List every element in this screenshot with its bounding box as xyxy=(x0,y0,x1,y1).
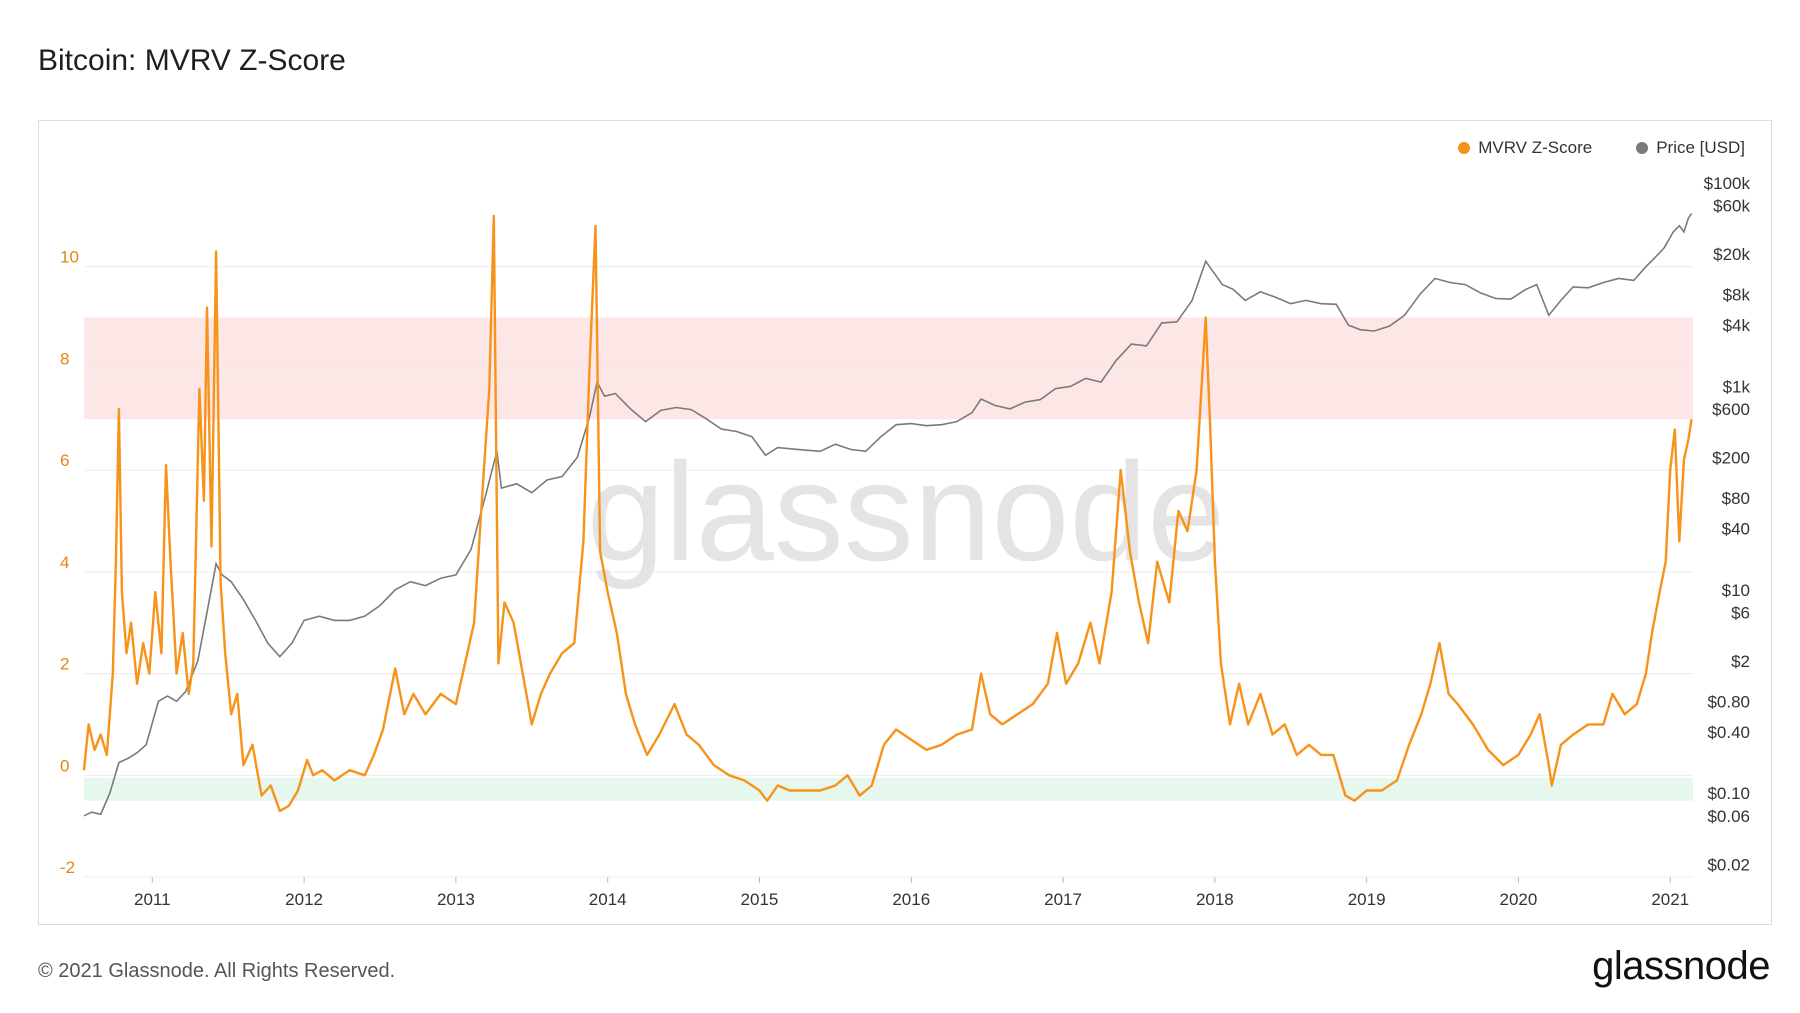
right-tick-label: $200 xyxy=(1712,448,1750,467)
x-tick-label: 2015 xyxy=(741,890,779,909)
x-tick-label: 2013 xyxy=(437,890,475,909)
legend-item-price[interactable]: Price [USD] xyxy=(1636,138,1745,158)
right-tick-label: $0.80 xyxy=(1707,692,1750,711)
x-tick-label: 2021 xyxy=(1651,890,1689,909)
grid-layer xyxy=(84,266,1693,878)
right-tick-label: $2 xyxy=(1731,652,1750,671)
x-tick-label: 2012 xyxy=(285,890,323,909)
x-tick-label: 2014 xyxy=(589,890,627,909)
right-tick-label: $0.10 xyxy=(1707,784,1750,803)
right-tick-label: $20k xyxy=(1713,245,1750,264)
legend: MVRV Z-Score Price [USD] xyxy=(1458,138,1745,158)
right-tick-label: $0.06 xyxy=(1707,807,1750,826)
right-tick-label: $6 xyxy=(1731,603,1750,622)
right-tick-label: $10 xyxy=(1722,581,1750,600)
right-tick-label: $80 xyxy=(1722,489,1750,508)
right-tick-label: $0.40 xyxy=(1707,723,1750,742)
right-tick-label: $60k xyxy=(1713,196,1750,215)
brand-logo: glassnode xyxy=(1592,944,1770,988)
x-tick-label: 2017 xyxy=(1044,890,1082,909)
x-tick-label: 2018 xyxy=(1196,890,1234,909)
zscore-series-line xyxy=(82,214,1693,813)
legend-item-zscore[interactable]: MVRV Z-Score xyxy=(1458,138,1592,158)
left-tick-label: 0 xyxy=(60,756,69,775)
page-title: Bitcoin: MVRV Z-Score xyxy=(38,44,346,77)
right-tick-label: $100k xyxy=(1704,174,1751,193)
x-axis: 2011 2012 2013 2014 2015 2016 2017 2018 2019 2020… xyxy=(134,877,1689,909)
left-tick-label: -2 xyxy=(60,858,75,877)
right-tick-label: $8k xyxy=(1723,285,1751,304)
watermark-text: glassnode xyxy=(587,433,1225,590)
right-tick-label: $1k xyxy=(1723,377,1751,396)
x-tick-label: 2020 xyxy=(1500,890,1538,909)
legend-label-zscore: MVRV Z-Score xyxy=(1478,138,1593,157)
left-tick-label: 6 xyxy=(60,451,69,470)
price-series-line xyxy=(83,213,1693,817)
left-tick-label: 2 xyxy=(60,655,69,674)
legend-label-price: Price [USD] xyxy=(1656,138,1745,157)
left-tick-label: 8 xyxy=(60,349,69,368)
right-axis: $0.02 $0.06 $0.10 $0.40 $0.80 $2 $6 $10 $40 $80 $2… xyxy=(1704,174,1751,874)
x-tick-label: 2016 xyxy=(892,890,930,909)
right-tick-label: $0.02 xyxy=(1707,855,1750,874)
x-tick-label: 2019 xyxy=(1348,890,1386,909)
left-tick-label: 10 xyxy=(60,248,79,267)
copyright-text: © 2021 Glassnode. All Rights Reserved. xyxy=(38,960,396,982)
legend-dot-zscore xyxy=(1458,142,1471,154)
right-tick-label: $40 xyxy=(1722,520,1750,539)
right-tick-label: $600 xyxy=(1712,400,1750,419)
left-axis: -2 0 2 4 6 8 10 xyxy=(60,248,79,877)
legend-dot-price xyxy=(1636,142,1649,154)
left-tick-label: 4 xyxy=(60,553,69,572)
x-tick-label: 2011 xyxy=(134,890,171,909)
right-tick-label: $4k xyxy=(1723,316,1751,335)
band-undervalued xyxy=(84,777,1693,801)
